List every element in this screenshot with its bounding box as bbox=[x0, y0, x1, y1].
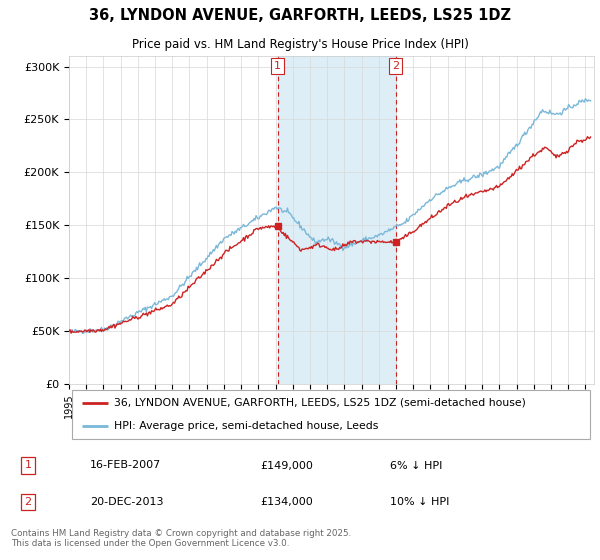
Text: 1: 1 bbox=[25, 460, 32, 470]
Bar bbox=[278, 56, 395, 384]
FancyBboxPatch shape bbox=[71, 390, 590, 438]
Text: £134,000: £134,000 bbox=[260, 497, 313, 507]
Text: 36, LYNDON AVENUE, GARFORTH, LEEDS, LS25 1DZ (semi-detached house): 36, LYNDON AVENUE, GARFORTH, LEEDS, LS25… bbox=[113, 398, 526, 408]
Text: Price paid vs. HM Land Registry's House Price Index (HPI): Price paid vs. HM Land Registry's House … bbox=[131, 38, 469, 52]
Text: 16-FEB-2007: 16-FEB-2007 bbox=[90, 460, 161, 470]
Text: 2: 2 bbox=[392, 61, 399, 71]
Text: £149,000: £149,000 bbox=[260, 460, 313, 470]
Text: 10% ↓ HPI: 10% ↓ HPI bbox=[390, 497, 449, 507]
Text: 6% ↓ HPI: 6% ↓ HPI bbox=[390, 460, 442, 470]
Text: Contains HM Land Registry data © Crown copyright and database right 2025.
This d: Contains HM Land Registry data © Crown c… bbox=[11, 529, 351, 548]
Text: 20-DEC-2013: 20-DEC-2013 bbox=[90, 497, 163, 507]
Text: HPI: Average price, semi-detached house, Leeds: HPI: Average price, semi-detached house,… bbox=[113, 421, 378, 431]
Text: 36, LYNDON AVENUE, GARFORTH, LEEDS, LS25 1DZ: 36, LYNDON AVENUE, GARFORTH, LEEDS, LS25… bbox=[89, 8, 511, 23]
Text: 2: 2 bbox=[25, 497, 32, 507]
Text: 1: 1 bbox=[274, 61, 281, 71]
